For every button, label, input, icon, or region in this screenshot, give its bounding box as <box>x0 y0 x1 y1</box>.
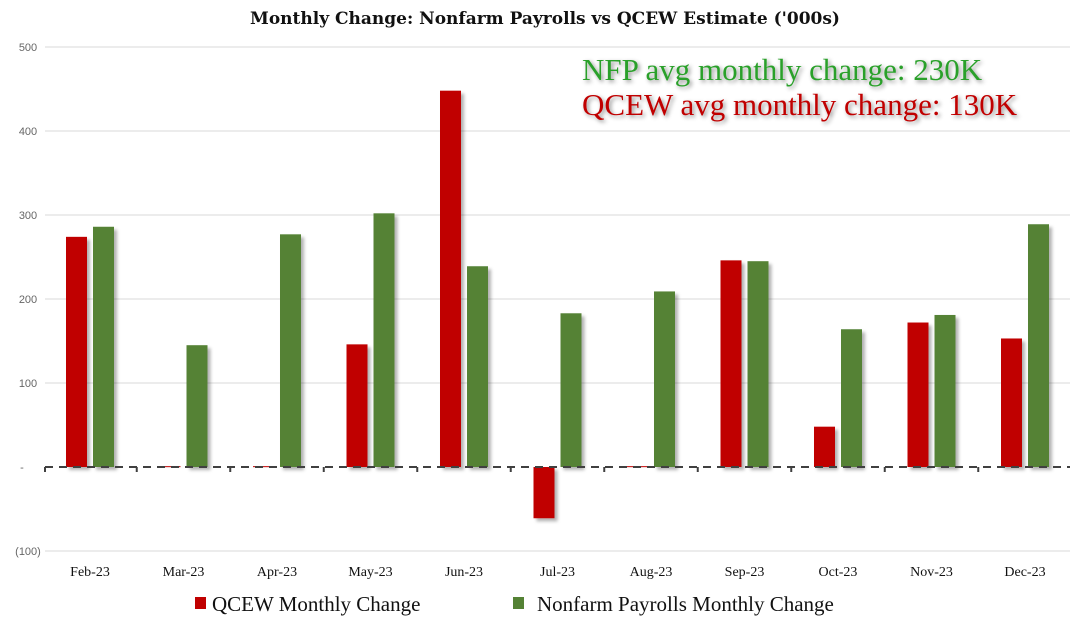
bar-nfp-Nov-23 <box>934 314 956 467</box>
y-tick-label: - <box>20 462 24 474</box>
y-tick-label: 400 <box>19 126 37 138</box>
bar-qcew-May-23 <box>346 344 368 467</box>
annotation-qcew-avg: QCEW avg monthly change: 130K <box>582 87 1018 122</box>
annotation-nfp-avg: NFP avg monthly change: 230K <box>582 52 983 87</box>
bar-nfp-May-23 <box>373 213 395 467</box>
x-tick-label: Feb-23 <box>70 565 110 580</box>
bar-nfp-Mar-23 <box>186 345 208 467</box>
bar-nfp-Jun-23 <box>467 266 488 467</box>
x-tick-label: Aug-23 <box>630 565 673 580</box>
bar-qcew-Jun-23 <box>440 90 461 468</box>
legend-swatch-qcew <box>195 597 206 609</box>
bar-qcew-Oct-23 <box>814 426 835 467</box>
y-tick-label: 500 <box>19 42 37 54</box>
bar-qcew-Dec-23 <box>1001 338 1022 467</box>
legend-swatch-nfp <box>513 597 524 609</box>
legend: QCEW Monthly Change Nonfarm Payrolls Mon… <box>195 592 834 616</box>
bar-qcew-Feb-23 <box>66 236 87 467</box>
x-tick-label: Oct-23 <box>819 565 858 580</box>
x-tick-label: Nov-23 <box>910 565 953 580</box>
x-tick-label: Jun-23 <box>445 565 483 580</box>
y-tick-label: 300 <box>19 210 37 222</box>
bar-nfp-Sep-23 <box>747 261 769 467</box>
x-tick-label: Dec-23 <box>1004 565 1045 580</box>
y-tick-label: 200 <box>19 294 37 306</box>
x-tick-label: Jul-23 <box>540 565 575 580</box>
bar-qcew-Apr-23 <box>253 466 274 468</box>
bar-nfp-Apr-23 <box>280 234 301 467</box>
x-tick-label: Mar-23 <box>163 565 205 580</box>
y-tick-label: (100) <box>15 546 41 558</box>
bar-nfp-Jul-23 <box>560 313 582 467</box>
bar-nfp-Aug-23 <box>654 291 675 467</box>
bar-nfp-Dec-23 <box>1028 224 1049 467</box>
bar-qcew-Nov-23 <box>907 322 929 467</box>
legend-label-qcew: QCEW Monthly Change <box>212 592 420 616</box>
bar-qcew-Jul-23 <box>533 467 555 519</box>
x-tick-label: May-23 <box>348 565 392 580</box>
bar-qcew-Mar-23 <box>159 466 181 468</box>
y-tick-label: 100 <box>19 378 37 390</box>
bar-nfp-Feb-23 <box>93 226 114 467</box>
legend-label-nfp: Nonfarm Payrolls Monthly Change <box>537 592 834 616</box>
bar-qcew-Sep-23 <box>720 260 742 467</box>
chart-title: Monthly Change: Nonfarm Payrolls vs QCEW… <box>250 9 840 29</box>
bar-nfp-Oct-23 <box>841 329 862 467</box>
x-tick-label: Apr-23 <box>257 565 297 580</box>
x-tick-label: Sep-23 <box>725 565 765 580</box>
